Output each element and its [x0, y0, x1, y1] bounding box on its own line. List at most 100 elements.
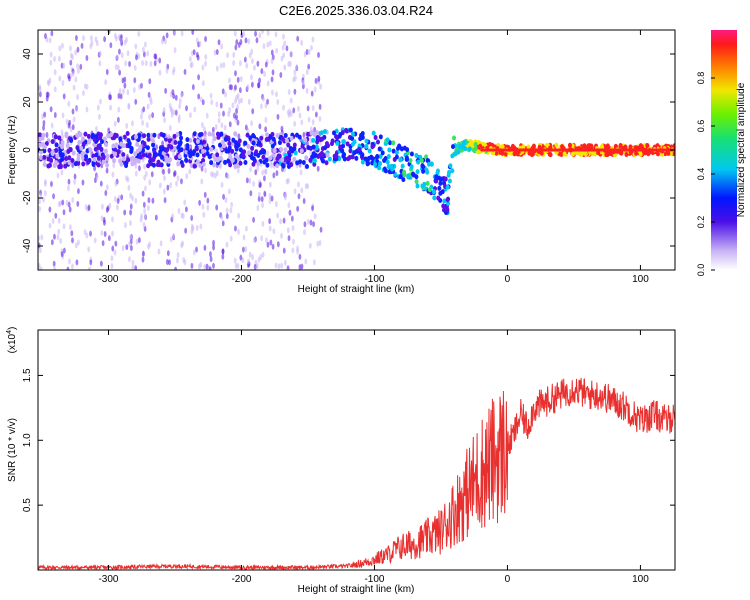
spectrogram-noise-point [177, 207, 181, 214]
spectrogram-point [373, 134, 378, 140]
spectrogram-noise-point [77, 67, 80, 74]
spectrogram-noise-point [241, 257, 245, 264]
spectrogram-noise-point [52, 193, 55, 200]
spectrogram-noise-point [178, 103, 182, 110]
spectrogram-noise-point [131, 259, 135, 266]
spectrogram-noise-point [62, 247, 66, 254]
spectrogram-noise-point [182, 257, 186, 264]
spectrogram-noise-point [109, 104, 112, 111]
spectrogram-noise-point [87, 204, 91, 211]
spectrogram-point [586, 143, 591, 149]
spectrogram-point [76, 156, 81, 162]
spectrogram-point [319, 130, 324, 136]
spectrogram-noise-point [225, 207, 229, 214]
spectrogram-noise-point [53, 266, 57, 270]
spectrogram-point [311, 137, 316, 143]
spectrogram-point [177, 147, 182, 153]
spectrogram-point [409, 151, 414, 157]
spectrogram-point [618, 143, 623, 149]
spectrogram-point [70, 157, 75, 163]
spectrogram-noise-point [199, 261, 203, 268]
spectrogram-point [198, 132, 203, 138]
spectrogram-noise-point [287, 61, 291, 68]
spectrogram-point [327, 156, 332, 162]
spectrogram-noise-point [165, 67, 169, 74]
spectrogram-noise-point [257, 191, 261, 198]
spectrogram-noise-point [103, 36, 107, 43]
spectrogram-noise-point [314, 111, 318, 118]
spectrogram-noise-point [245, 62, 249, 69]
spectrogram-noise-point [58, 45, 62, 52]
spectrogram-noise-point [316, 240, 320, 247]
spectrogram-noise-point [276, 98, 280, 105]
spectrogram-noise-point [137, 237, 141, 244]
spectrogram-noise-point [282, 217, 286, 224]
spectrogram-point [292, 142, 297, 148]
spectrogram-noise-point [77, 239, 80, 246]
spectrogram-noise-point [112, 162, 116, 169]
spectrogram-point [290, 148, 295, 154]
spectrogram-point [265, 132, 270, 138]
spectrogram-noise-point [75, 106, 79, 113]
spectrogram-noise-point [215, 65, 219, 72]
snr-multiplier-exp: 4 [6, 330, 13, 334]
spectrogram-noise-point [121, 77, 125, 84]
spectrogram-noise-point [312, 259, 316, 266]
spectrogram-noise-point [69, 224, 72, 231]
spectrogram-noise-point [266, 80, 270, 87]
spectrogram-point [78, 132, 83, 138]
spectrogram-noise-point [114, 240, 118, 247]
spectrogram-noise-point [140, 82, 143, 89]
spectrogram-point [448, 163, 453, 169]
spectrogram-noise-point [169, 236, 173, 243]
spectrogram-noise-point [318, 239, 322, 246]
spectrogram-point [450, 153, 455, 159]
spectrogram-noise-point [200, 121, 204, 128]
spectrogram-point [80, 154, 85, 160]
spectrogram-noise-point [298, 264, 302, 270]
spectrogram-point [500, 150, 505, 156]
spectrogram-noise-point [141, 190, 145, 197]
spectrogram-point [284, 138, 289, 144]
spectrogram-noise-point [89, 259, 93, 266]
spectrogram-noise-point [250, 81, 254, 88]
spectrogram-noise-point [247, 98, 251, 105]
spectrogram-point [119, 141, 124, 147]
spectrogram-noise-point [159, 240, 163, 247]
spectrogram-noise-point [75, 259, 79, 266]
spectrogram-noise-point [67, 73, 71, 80]
spectrogram-noise-point [80, 42, 84, 49]
spectrogram-noise-point [93, 237, 97, 244]
spectrogram-noise-point [200, 178, 204, 185]
spectrogram-point [445, 184, 450, 190]
spectrogram-point [146, 136, 151, 142]
spectrogram-noise-point [229, 207, 233, 214]
colorbar-tick-label: 0.6 [696, 120, 706, 133]
spectrogram-point [350, 136, 355, 142]
spectrogram-point [228, 162, 233, 168]
spectrogram-point [445, 197, 450, 203]
spectrogram-point [177, 140, 182, 146]
spectrogram-noise-point [71, 263, 74, 270]
spectrogram-noise-point [226, 173, 230, 180]
spectrogram-point [567, 142, 572, 148]
spectrogram-point [151, 142, 156, 148]
spectrogram-noise-point [128, 256, 131, 263]
spectrogram-noise-point [118, 88, 122, 95]
spectrogram-noise-point [114, 180, 118, 187]
spectrogram-noise-point [264, 116, 268, 123]
spectrogram-noise-point [67, 100, 71, 107]
spectrogram-point [348, 127, 353, 133]
spectrogram-noise-point [105, 167, 109, 174]
spectrogram-noise-point [280, 232, 283, 239]
spectrogram-noise-point [283, 259, 287, 266]
spectrogram-noise-point [283, 194, 287, 201]
spectrogram-noise-point [109, 42, 113, 49]
spectrogram-noise-point [143, 208, 147, 215]
spectrogram-noise-point [280, 262, 284, 269]
spectrogram-point [434, 178, 439, 184]
spectrogram-point [332, 130, 337, 136]
spectrogram-noise-point [238, 60, 242, 67]
spectrogram-noise-point [253, 64, 256, 71]
spectrogram-noise-point [153, 53, 157, 60]
